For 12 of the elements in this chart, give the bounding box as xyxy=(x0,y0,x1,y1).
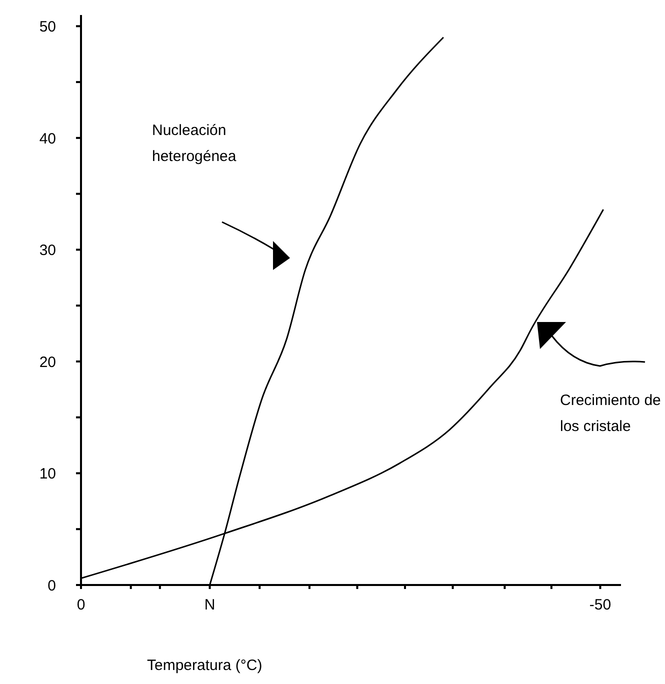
y-tick-label: 30 xyxy=(39,242,56,260)
y-tick-label: 20 xyxy=(39,354,56,371)
x-tick-label: N xyxy=(204,596,216,614)
y-tick-label: 0 xyxy=(48,577,56,594)
x-axis-title: Temperatura (°C) xyxy=(147,657,262,674)
annotation: Crecimiento de los cristale xyxy=(560,392,661,435)
x-tick-label: -50 xyxy=(589,596,612,614)
annotation: Nucleación heterogénea xyxy=(152,122,237,165)
y-tick-label: 10 xyxy=(39,466,56,483)
x-tick-label: 0 xyxy=(76,596,86,614)
y-tick-label: 40 xyxy=(39,130,56,148)
y-tick-label: 50 xyxy=(39,18,56,36)
